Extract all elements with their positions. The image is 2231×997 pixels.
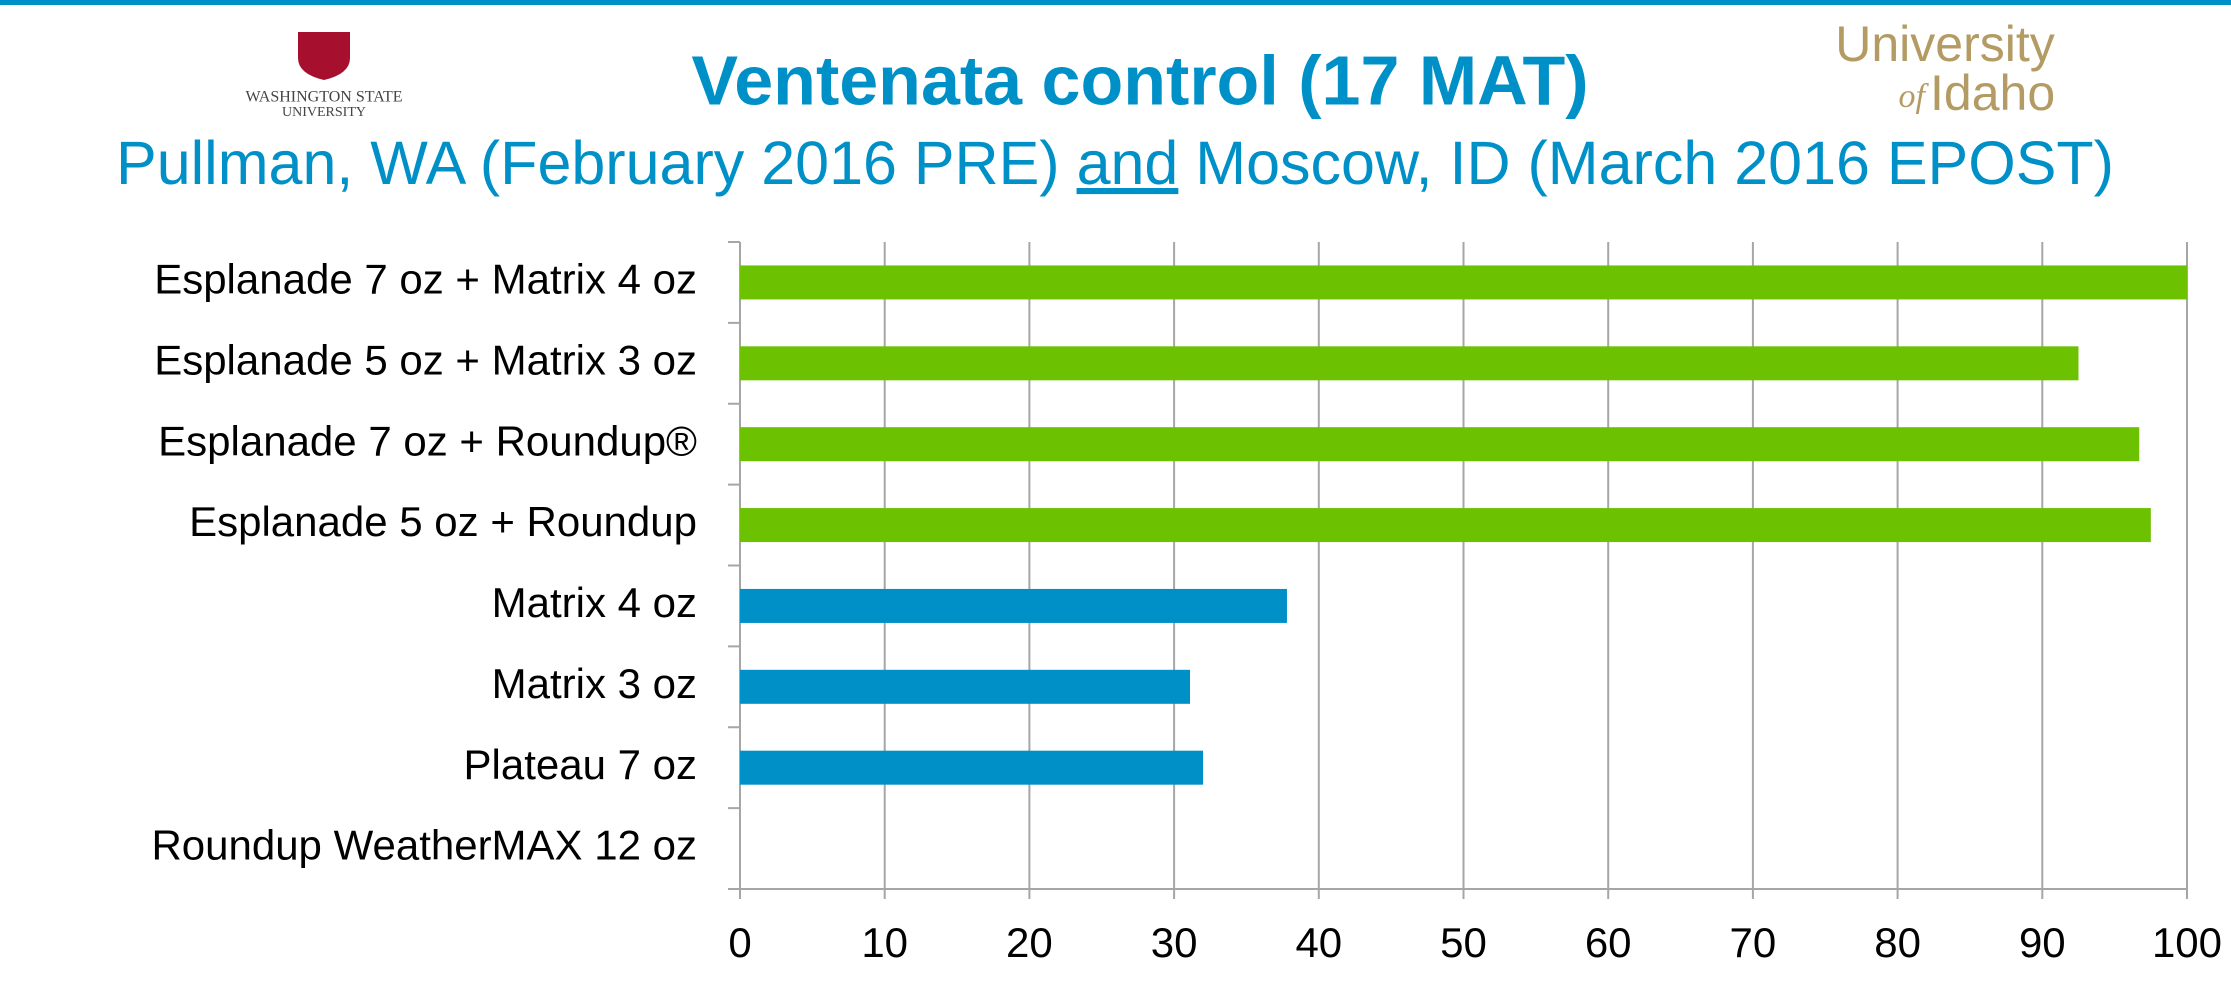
wsu-logo: WASHINGTON STATE UNIVERSITY [245, 32, 403, 120]
x-tick-label: 90 [2019, 919, 2066, 966]
bar [740, 346, 2079, 381]
x-tick-label: 70 [1730, 919, 1777, 966]
x-tick-label: 20 [1006, 919, 1053, 966]
y-tick-label: Matrix 4 oz [492, 579, 697, 626]
bar [740, 750, 1204, 785]
x-tick-label: 0 [728, 919, 751, 966]
y-tick-label: Esplanade 5 oz + Matrix 3 oz [154, 336, 697, 383]
bar [740, 265, 2187, 300]
wsu-crest [298, 32, 350, 80]
x-tick-label: 50 [1440, 919, 1487, 966]
x-tick-label: 30 [1151, 919, 1198, 966]
wsu-name: WASHINGTON STATE [245, 89, 402, 106]
subtitle-part: Moscow, ID (March 2016 EPOST) [1178, 129, 2114, 197]
y-tick-label: Esplanade 7 oz + Roundup® [158, 417, 697, 464]
subtitle-part: Pullman, WA (February 2016 PRE) [116, 129, 1077, 197]
bar [740, 669, 1191, 704]
bar [740, 588, 1287, 623]
bar [740, 427, 2140, 462]
chart-subtitle: Pullman, WA (February 2016 PRE) and Mosc… [116, 129, 2114, 197]
subtitle-part: and [1077, 129, 1179, 197]
x-tick-label: 80 [1874, 919, 1921, 966]
y-tick-label: Esplanade 7 oz + Matrix 4 oz [154, 256, 697, 303]
top-rule [0, 0, 2231, 5]
uidaho-logo: University of Idaho [1835, 16, 2055, 121]
y-tick-label: Matrix 3 oz [492, 660, 697, 707]
y-tick-label: Plateau 7 oz [463, 741, 697, 788]
uidaho-name: University [1835, 16, 2054, 72]
y-tick-label: Esplanade 5 oz + Roundup [189, 498, 697, 545]
x-tick-label: 40 [1295, 919, 1342, 966]
chart-title: Ventenata control (17 MAT) [691, 41, 1588, 119]
x-tick-label: 100 [2152, 919, 2222, 966]
wsu-name: UNIVERSITY [282, 105, 366, 120]
y-tick-label: Roundup WeatherMAX 12 oz [151, 822, 697, 869]
uidaho-name: Idaho [1930, 65, 2055, 121]
x-tick-label: 60 [1585, 919, 1632, 966]
uidaho-name: of [1899, 78, 1930, 115]
bar [740, 508, 2151, 543]
x-tick-label: 10 [861, 919, 908, 966]
